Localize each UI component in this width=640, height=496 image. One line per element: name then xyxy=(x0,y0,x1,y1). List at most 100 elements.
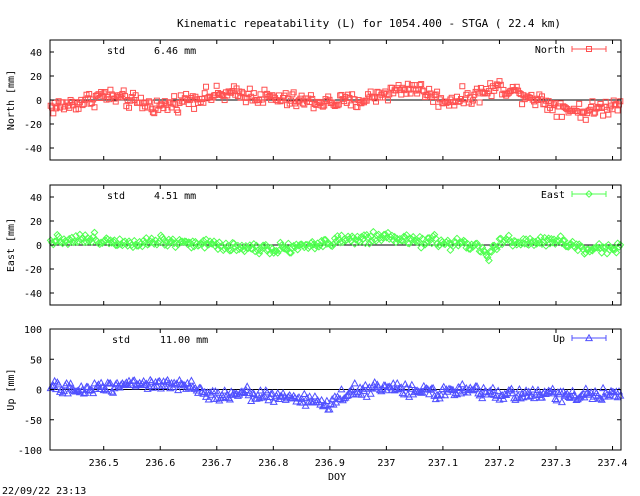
data-point xyxy=(325,93,332,100)
data-point xyxy=(62,237,71,246)
data-point xyxy=(344,390,353,399)
data-point xyxy=(265,249,274,258)
x-tick-label: 237.2 xyxy=(484,458,514,469)
data-point xyxy=(199,236,208,245)
data-point xyxy=(226,246,234,255)
data-point xyxy=(600,392,609,400)
data-point xyxy=(187,376,196,384)
data-point xyxy=(508,388,517,397)
data-point xyxy=(443,236,452,245)
data-point xyxy=(287,248,295,257)
data-point xyxy=(185,101,192,108)
data-point xyxy=(174,240,183,249)
data-point xyxy=(332,237,341,246)
data-point xyxy=(337,385,346,393)
y-tick-label: 20 xyxy=(30,72,42,83)
data-point xyxy=(127,380,136,389)
y-tick-label: 50 xyxy=(30,355,42,366)
data-point xyxy=(406,384,415,392)
data-point xyxy=(191,105,198,112)
data-point xyxy=(376,233,384,242)
y-axis-label: East [mm] xyxy=(6,218,17,272)
data-point xyxy=(375,385,385,394)
y-tick-label: 40 xyxy=(30,193,42,204)
data-point xyxy=(468,100,475,107)
data-point xyxy=(456,389,466,397)
data-point xyxy=(394,384,403,393)
data-point xyxy=(468,385,477,394)
data-point xyxy=(597,248,606,257)
data-point xyxy=(256,386,265,394)
data-point xyxy=(433,390,442,399)
data-point xyxy=(495,235,504,243)
x-tick-label: 236.9 xyxy=(315,458,345,469)
data-point xyxy=(101,236,110,245)
data-point xyxy=(139,236,148,245)
data-point xyxy=(537,393,547,401)
data-point xyxy=(549,107,556,114)
data-point xyxy=(301,401,310,409)
data-point xyxy=(476,99,483,106)
data-point xyxy=(304,244,313,253)
series-east xyxy=(46,227,625,265)
data-point xyxy=(260,99,267,106)
data-point xyxy=(617,98,624,105)
data-point xyxy=(559,236,568,245)
data-point xyxy=(243,382,252,390)
data-point xyxy=(425,234,434,242)
data-point xyxy=(434,88,441,95)
data-point xyxy=(118,94,125,101)
y-tick-label: 0 xyxy=(36,96,42,107)
data-point xyxy=(171,380,180,388)
y-tick-label: 100 xyxy=(24,325,42,336)
data-point xyxy=(437,390,446,399)
data-point xyxy=(329,400,338,408)
data-point xyxy=(95,384,104,392)
data-point xyxy=(561,390,570,398)
data-point xyxy=(123,241,132,250)
data-point xyxy=(500,389,509,397)
data-point xyxy=(518,239,526,248)
data-point xyxy=(325,405,334,413)
data-point xyxy=(213,388,223,396)
x-axis-label: DOY xyxy=(328,472,346,483)
data-point xyxy=(533,385,543,394)
data-point xyxy=(616,101,623,108)
data-point xyxy=(290,89,297,96)
data-point xyxy=(350,379,359,387)
data-point xyxy=(534,236,542,245)
data-point xyxy=(451,102,458,109)
data-point xyxy=(373,98,380,105)
data-point xyxy=(469,97,476,104)
data-point xyxy=(166,383,175,392)
data-point xyxy=(365,239,374,248)
data-point xyxy=(560,236,569,245)
data-point xyxy=(398,388,407,397)
data-point xyxy=(425,389,434,398)
data-point xyxy=(589,98,596,105)
data-point xyxy=(511,237,520,246)
data-point xyxy=(599,383,608,392)
data-point xyxy=(90,228,99,237)
data-point xyxy=(298,398,308,406)
std-value: 11.00 mm xyxy=(160,335,208,346)
data-point xyxy=(335,101,342,108)
data-point xyxy=(560,391,569,399)
x-tick-label: 237 xyxy=(377,458,395,469)
data-point xyxy=(62,378,71,387)
data-point xyxy=(273,388,282,397)
data-point xyxy=(183,90,190,97)
data-point xyxy=(51,384,61,393)
data-point xyxy=(472,381,481,390)
data-point xyxy=(348,384,357,393)
y-tick-label: 0 xyxy=(36,386,42,397)
data-point xyxy=(132,379,142,388)
data-point xyxy=(168,235,177,244)
data-point xyxy=(409,232,418,241)
y-tick-label: 40 xyxy=(30,48,42,59)
data-point xyxy=(419,87,426,94)
data-point xyxy=(107,238,116,247)
x-tick-label: 236.7 xyxy=(202,458,232,469)
data-point xyxy=(140,380,149,389)
